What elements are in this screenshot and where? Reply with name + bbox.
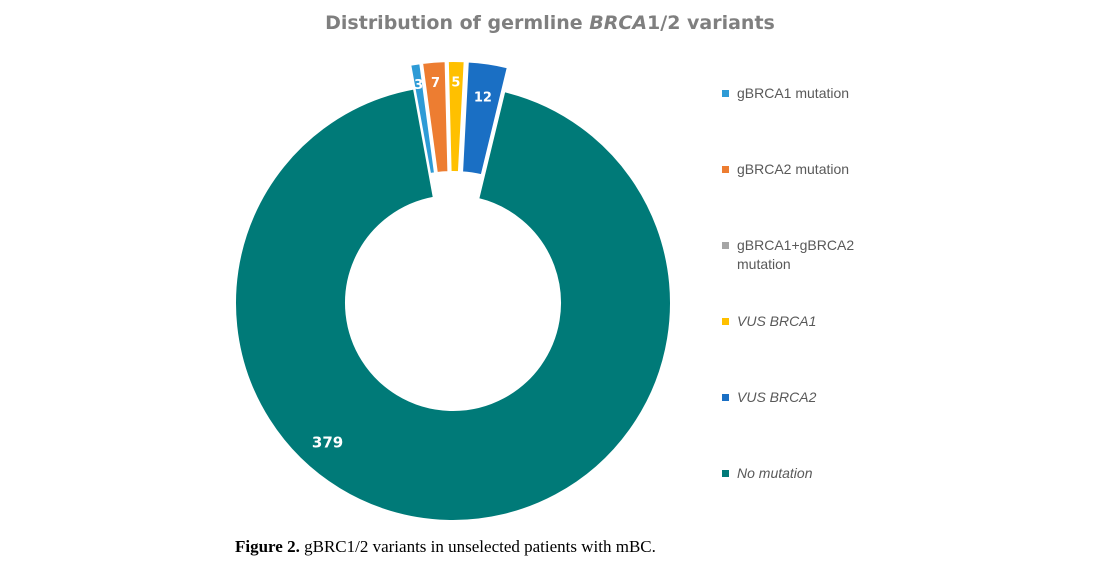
legend-label: No mutation [737, 465, 813, 481]
legend-item-vus-brca1: VUS BRCA1 [722, 312, 877, 331]
legend-swatch [722, 470, 729, 477]
legend-item-vus-brca2: VUS BRCA2 [722, 388, 877, 407]
data-label-gbrca1-mutation: 3 [414, 78, 423, 93]
legend-label: VUS BRCA1 [737, 313, 817, 329]
legend-swatch [722, 90, 729, 97]
data-label-gbrca2-mutation: 7 [431, 76, 440, 91]
legend-item-no-mutation: No mutation [722, 464, 877, 483]
legend-swatch [722, 318, 729, 325]
legend-item-gbrca2-mutation: gBRCA2 mutation [722, 160, 877, 179]
legend-item-gbrca1-gbrca2-mutation: gBRCA1+gBRCA2 mutation [722, 236, 877, 274]
data-label-no-mutation: 379 [312, 433, 343, 451]
legend-label: VUS BRCA2 [737, 389, 817, 405]
legend-item-gbrca1-mutation: gBRCA1 mutation [722, 84, 877, 103]
slice-vus-brca2 [460, 60, 510, 177]
legend-label: gBRCA1 mutation [737, 85, 850, 101]
legend-swatch [722, 242, 729, 249]
chart-title: Distribution of germline BRCA1/2 variant… [325, 12, 775, 34]
data-label-vus-brca1: 5 [451, 76, 460, 91]
slice-no-mutation [234, 87, 672, 522]
legend-swatch [722, 166, 729, 173]
legend-swatch [722, 394, 729, 401]
slice-vus-brca1 [446, 60, 466, 174]
slice-gbrca2-mutation [420, 60, 450, 175]
figure-caption: Figure 2. gBRC1/2 variants in unselected… [235, 537, 656, 556]
legend-label: gBRCA1+gBRCA2 mutation [737, 237, 855, 272]
legend-label: gBRCA2 mutation [737, 161, 850, 177]
data-label-vus-brca2: 12 [474, 91, 492, 106]
